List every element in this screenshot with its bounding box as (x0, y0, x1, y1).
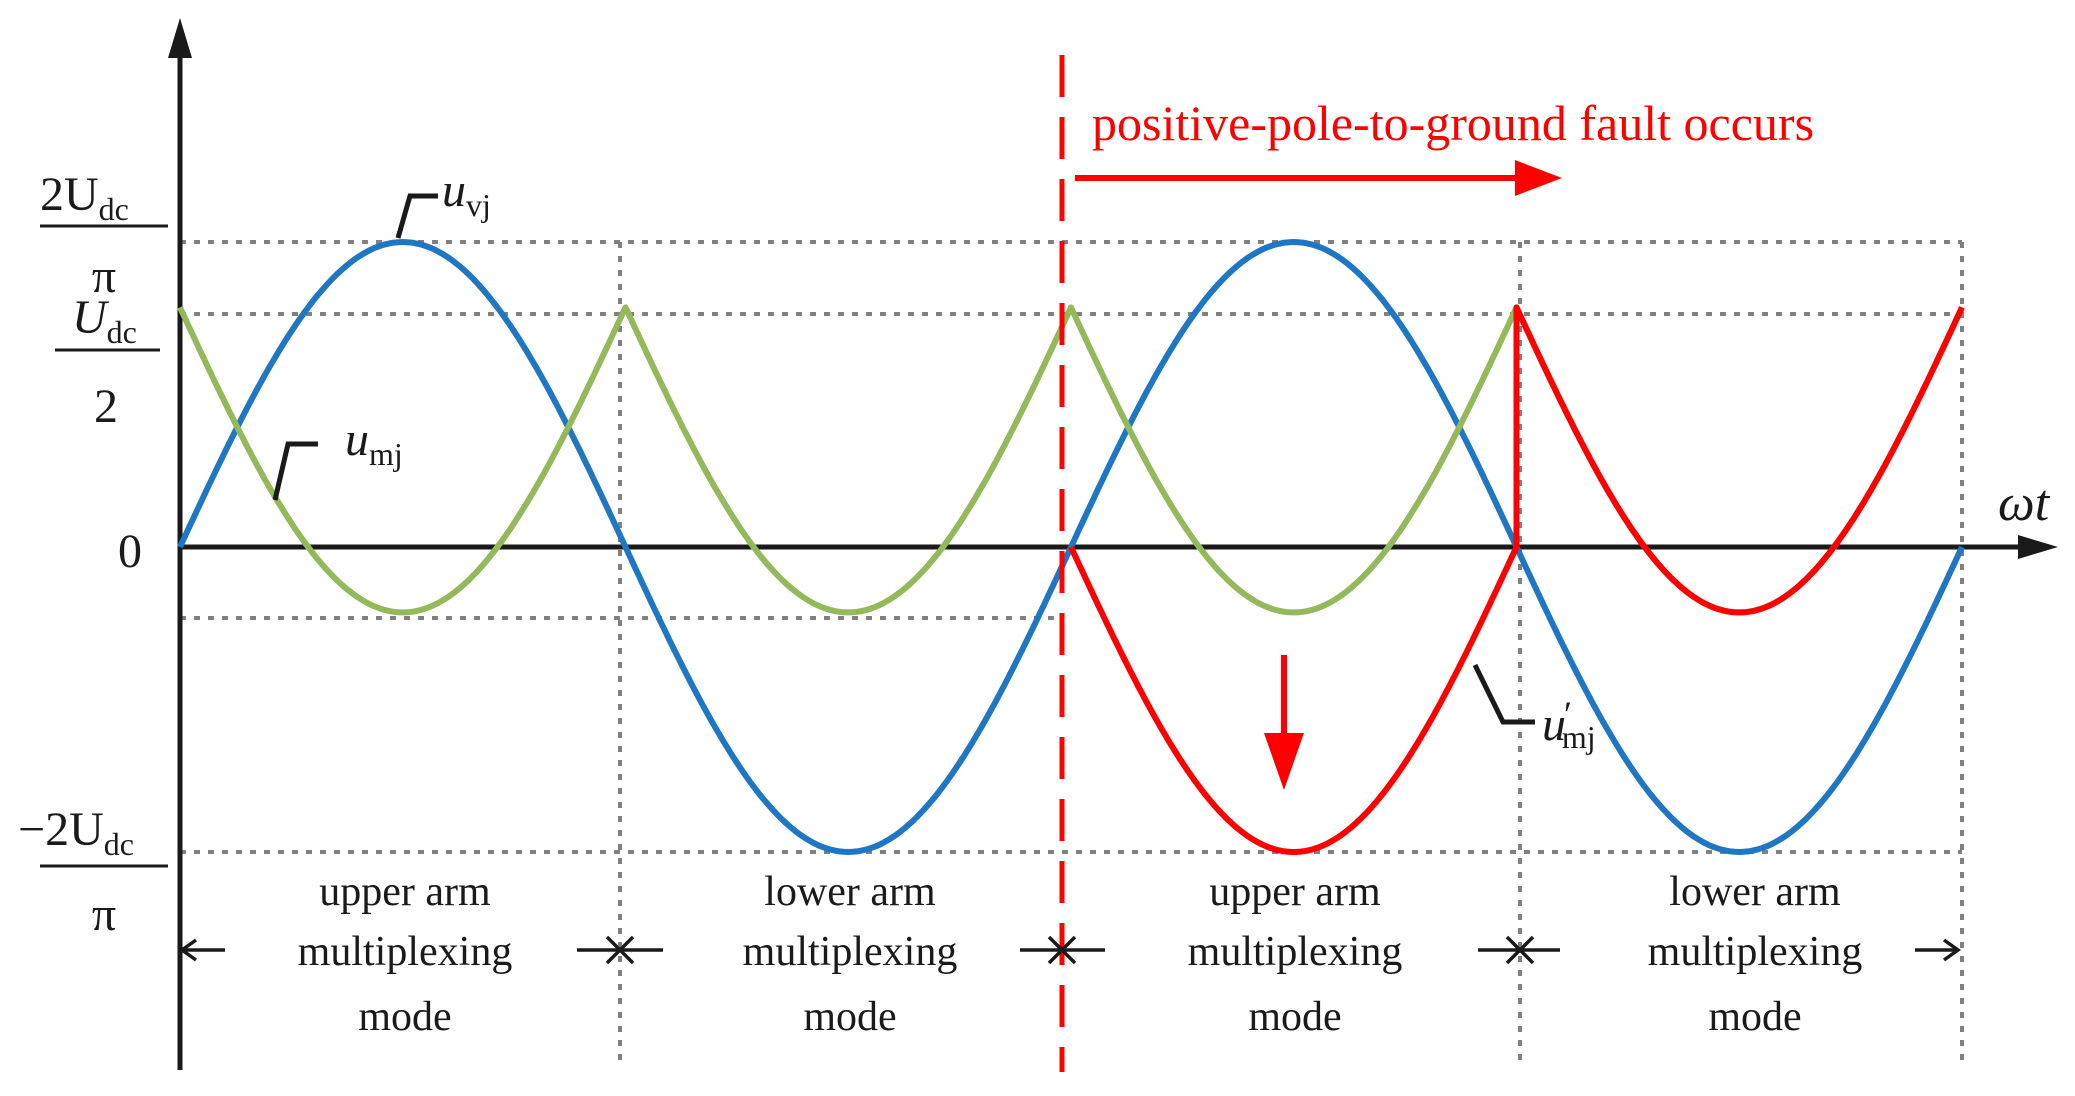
svg-text:uvj: uvj (442, 164, 491, 223)
svg-text:mode: mode (1708, 994, 1801, 1040)
ylabel-pos-peak: 2Udc π (40, 168, 168, 303)
svg-text:umj: umj (345, 413, 403, 472)
svg-text:−2Udc: −2Udc (18, 803, 134, 862)
y-axis-arrow (168, 18, 192, 58)
x-axis-label: ωt (1998, 475, 2051, 532)
svg-text:upper arm: upper arm (1209, 869, 1381, 915)
svg-text:2: 2 (94, 380, 118, 433)
svg-text:π: π (92, 888, 116, 941)
umj-fault-label: u′ mj (1472, 663, 1596, 755)
mode-interval-markers (178, 935, 1962, 965)
svg-text:multiplexing: multiplexing (743, 929, 958, 975)
svg-text:mode: mode (358, 994, 451, 1040)
mode-label-4: lower arm multiplexing mode (1648, 869, 1863, 1040)
axes (168, 18, 2058, 1070)
umj-label: umj (272, 413, 403, 501)
x-axis-arrow (2018, 535, 2058, 559)
svg-text:multiplexing: multiplexing (1648, 929, 1863, 975)
svg-text:Udc: Udc (72, 291, 137, 350)
umj-curve (177, 304, 1965, 616)
fault-label: positive-pole-to-ground fault occurs (1092, 95, 1814, 151)
fault-shift-arrow (1264, 655, 1304, 790)
svg-text:u′mj: u′ mj (1542, 694, 1596, 755)
y-labels: 2Udc π Udc 2 0 −2Udc π (18, 168, 168, 941)
svg-text:lower arm: lower arm (1669, 869, 1841, 915)
mode-label-3: upper arm multiplexing mode (1188, 869, 1403, 1040)
svg-text:lower arm: lower arm (764, 869, 936, 915)
ylabel-zero: 0 (118, 525, 142, 578)
svg-text:2Udc: 2Udc (40, 168, 129, 227)
svg-text:mode: mode (803, 994, 896, 1040)
uvj-label: uvj (395, 164, 491, 239)
svg-text:multiplexing: multiplexing (298, 929, 513, 975)
svg-text:mode: mode (1248, 994, 1341, 1040)
svg-text:upper arm: upper arm (319, 869, 491, 915)
mode-label-2: lower arm multiplexing mode (743, 869, 958, 1040)
ylabel-neg-peak: −2Udc π (18, 803, 168, 941)
ylabel-half: Udc 2 (55, 291, 160, 433)
svg-text:multiplexing: multiplexing (1188, 929, 1403, 975)
mode-label-1: upper arm multiplexing mode (298, 869, 513, 1040)
svg-text:π: π (92, 250, 116, 303)
reference-gridlines (180, 240, 1964, 1062)
fault-direction-arrow (1075, 160, 1562, 196)
umj-fault-curve (1068, 304, 1965, 855)
